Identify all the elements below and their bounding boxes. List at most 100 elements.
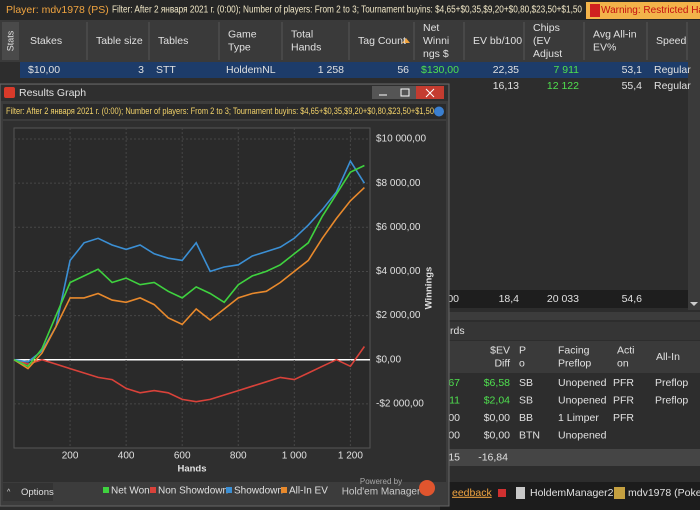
cell: Regular (654, 64, 691, 76)
cell: 3 (138, 64, 144, 76)
column-header: EV bb/100 (473, 35, 522, 47)
maximize-button[interactable] (394, 86, 416, 99)
hands-cell: Preflop (655, 377, 688, 389)
brand-logo (419, 480, 435, 496)
column-header: Stakes (30, 35, 62, 47)
x-tick-label: 1 200 (338, 451, 363, 462)
side-tab[interactable] (2, 22, 19, 60)
total-cell: 54,6 (622, 293, 643, 305)
hands-cell: 11 (449, 394, 460, 406)
cell: HoldemNL (226, 64, 276, 76)
minimize-button[interactable] (372, 86, 394, 99)
hands-footer (440, 449, 700, 466)
x-tick-label: 1 000 (282, 451, 307, 462)
y-tick-label: $10 000,00 (376, 134, 426, 145)
app-icon (4, 87, 15, 98)
hands-cell: $0,00 (484, 412, 510, 424)
hands-cell: SB (519, 377, 533, 389)
options-button[interactable] (3, 483, 53, 501)
legend-swatch (281, 487, 287, 493)
cell: 1 258 (318, 64, 344, 76)
graph-filter-bar (3, 104, 446, 119)
series-line (13, 346, 366, 403)
taskbar-item[interactable]: eedback (452, 487, 492, 499)
taskbar-item[interactable]: HoldemManager2 (530, 487, 614, 499)
x-axis-label: Hands (177, 464, 206, 475)
close-glyph (425, 88, 435, 98)
warning-box[interactable] (586, 2, 700, 19)
plot-area (13, 127, 371, 449)
column-header: Table size (96, 35, 143, 47)
legend-label: Net Won (111, 486, 150, 497)
hands-title: rds (450, 325, 465, 337)
hands-footer-cell: 15 (448, 451, 460, 463)
table-header (0, 20, 700, 62)
series-line (13, 164, 365, 368)
column-header: Avg All-in (593, 28, 637, 40)
column-header: Game (228, 28, 257, 40)
hands-header-label: Preflop (558, 357, 591, 369)
selected-row[interactable] (20, 62, 688, 78)
warning-icon (590, 4, 600, 17)
window-title: Results Graph (19, 87, 86, 99)
info-icon[interactable] (434, 106, 444, 117)
column-header: EV% (593, 41, 616, 53)
cell: Regular (654, 80, 691, 92)
hands-cell: $6,58 (484, 377, 510, 389)
hands-cell: 67 (448, 377, 460, 389)
hands-cell: SB (519, 394, 533, 406)
options-label[interactable]: Options (21, 487, 54, 498)
y-tick-label: $4 000,00 (376, 266, 421, 277)
scroll-arrow[interactable] (690, 302, 698, 306)
hands-header-label: Acti (617, 344, 635, 356)
graph-filter-text: Filter: After 2 января 2021 г. (0:00); N… (6, 106, 434, 117)
y-axis-label: Winnings (424, 267, 435, 310)
hands-cell: Unopened (558, 377, 607, 389)
hands-cell: BTN (519, 429, 540, 441)
y-tick-label: -$2 000,00 (376, 399, 424, 410)
column-header: Adjust (533, 48, 562, 60)
powered-by: Powered by (360, 477, 402, 486)
options-caret: ^ (7, 489, 11, 496)
column-header: Net (423, 22, 439, 34)
y-tick-label: $2 000,00 (376, 310, 421, 321)
side-tab-label[interactable]: Stats (5, 30, 15, 51)
total-cell: 18,4 (499, 293, 520, 305)
warning-text[interactable]: Warning: Restricted Hands (601, 5, 700, 16)
scrollbar[interactable] (688, 20, 700, 310)
column-header: Total (291, 28, 313, 40)
cell: 7 911 (554, 64, 580, 76)
hands-cell: BB (519, 412, 533, 424)
hands-cell: PFR (613, 412, 634, 424)
filter-bar (0, 0, 700, 20)
hands-header-label: Facing (558, 344, 590, 356)
cell: STT (156, 64, 176, 76)
hm-icon (516, 487, 525, 499)
column-header: Winni (423, 35, 449, 47)
hands-header-label: on (617, 357, 629, 369)
cell: 12 122 (547, 80, 579, 92)
hands-header (440, 341, 700, 373)
legend-label: Non Showdown (158, 486, 228, 497)
hands-header-label: Diff (494, 357, 510, 369)
y-tick-label: $8 000,00 (376, 178, 421, 189)
x-tick-label: 800 (230, 451, 247, 462)
taskbar-item[interactable]: mdv1978 (PokerSta (628, 487, 700, 499)
player-label: Player: mdv1978 (PS) (6, 4, 109, 16)
hands-cell: Unopened (558, 394, 607, 406)
legend-swatch (103, 487, 109, 493)
column-header: Speed (656, 35, 687, 47)
y-tick-label: $6 000,00 (376, 222, 421, 233)
user-icon (614, 487, 625, 499)
hands-footer-cell: -16,84 (478, 451, 508, 463)
hands-header-label: $EV (490, 344, 510, 356)
total-cell: 00 (447, 293, 459, 305)
hands-cell: $0,00 (484, 429, 510, 441)
series-line (13, 159, 366, 363)
hands-cell: PFR (613, 377, 634, 389)
cell: 55,4 (622, 80, 643, 92)
column-header: Type (228, 41, 251, 53)
hands-cell: Unopened (558, 429, 607, 441)
x-tick-label: 200 (62, 451, 79, 462)
